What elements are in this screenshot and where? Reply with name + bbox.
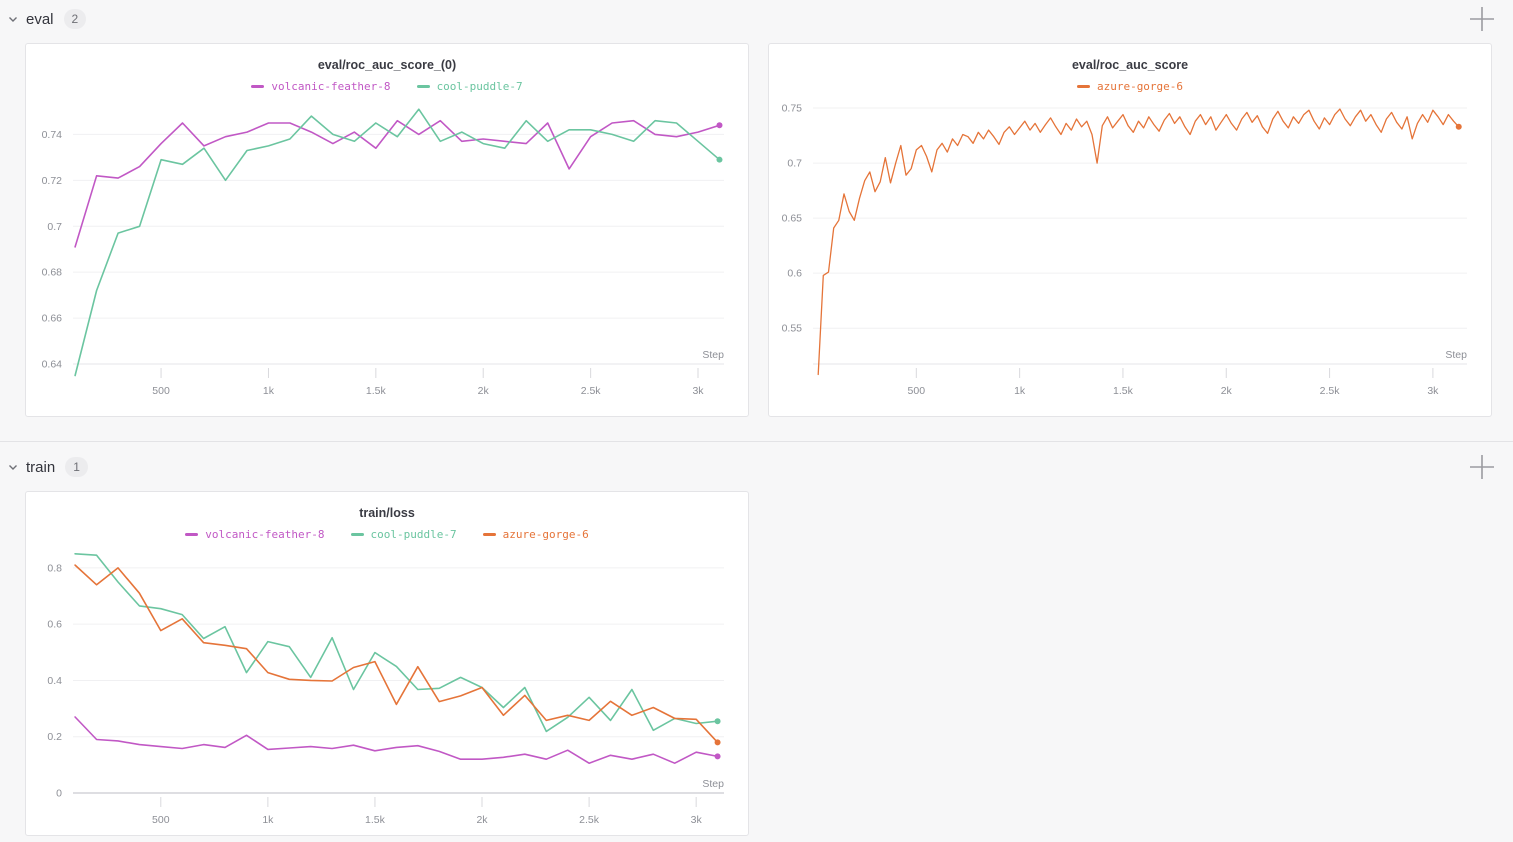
svg-text:0.7: 0.7 (787, 158, 802, 170)
legend-swatch (416, 85, 430, 88)
section-train-header: train 1 (0, 453, 1513, 481)
add-panel-icon[interactable] (1468, 5, 1496, 33)
svg-text:0.65: 0.65 (782, 213, 803, 225)
svg-text:0.75: 0.75 (782, 103, 803, 115)
legend-swatch (482, 533, 496, 536)
chart-title: eval/roc_auc_score_(0) (317, 58, 457, 72)
legend-swatch (1076, 85, 1090, 88)
legend-item[interactable]: volcanic-feather-8 (251, 80, 391, 93)
svg-text:2k: 2k (478, 385, 490, 397)
svg-text:0.7: 0.7 (47, 221, 62, 233)
chart-legend: volcanic-feather-8 cool-puddle-7 (26, 80, 748, 93)
svg-text:0.66: 0.66 (42, 313, 63, 325)
add-panel-icon[interactable] (1468, 453, 1496, 481)
svg-text:0: 0 (56, 788, 62, 800)
svg-text:0.8: 0.8 (47, 562, 62, 574)
legend-item[interactable]: azure-gorge-6 (1076, 80, 1184, 93)
legend-run-name: volcanic-feather-8 (205, 528, 325, 541)
train-panels-row: train/loss volcanic-feather-8 cool-puddle… (25, 491, 1513, 836)
svg-text:2.5k: 2.5k (581, 385, 602, 397)
chart-panel-train-loss[interactable]: train/loss volcanic-feather-8 cool-puddle… (25, 491, 749, 836)
chart-panel-roc-auc-score-0[interactable]: eval/roc_auc_score_(0) volcanic-feather-… (25, 43, 749, 417)
svg-text:500: 500 (152, 385, 170, 397)
chevron-down-icon[interactable] (6, 12, 20, 26)
legend-item[interactable]: volcanic-feather-8 (185, 528, 325, 541)
legend-run-name: azure-gorge-6 (1096, 80, 1184, 93)
panel-count-badge: 2 (63, 9, 87, 29)
legend-swatch (350, 533, 364, 536)
legend-run-name: azure-gorge-6 (502, 528, 589, 541)
svg-text:2.5k: 2.5k (1320, 385, 1341, 397)
svg-text:0.4: 0.4 (47, 675, 62, 687)
section-train: train 1 train/loss volcanic-feather-8 coo… (0, 442, 1513, 842)
svg-text:0.6: 0.6 (787, 268, 802, 280)
svg-text:0.2: 0.2 (47, 731, 62, 743)
legend-swatch (251, 85, 265, 88)
svg-text:1.5k: 1.5k (1113, 385, 1134, 397)
svg-text:3k: 3k (692, 385, 704, 397)
svg-text:2k: 2k (1221, 385, 1233, 397)
legend-item[interactable]: cool-puddle-7 (416, 80, 523, 93)
svg-text:0.6: 0.6 (47, 619, 62, 631)
svg-text:1k: 1k (262, 814, 274, 826)
legend-swatch (185, 533, 199, 536)
line-chart[interactable]: 0.55 0.6 0.65 0.7 0.75 500 1k 1.5k 2k 2.5k 3k Step (769, 100, 1491, 416)
svg-text:0.64: 0.64 (42, 359, 63, 371)
section-title-train[interactable]: train (26, 458, 56, 476)
svg-text:1.5k: 1.5k (365, 814, 386, 826)
eval-panels-row: eval/roc_auc_score_(0) volcanic-feather-… (25, 43, 1513, 417)
chart-legend: volcanic-feather-8 cool-puddle-7 azure-gor… (26, 528, 748, 541)
section-eval: eval 2 eval/roc_auc_score_(0) volcanic-f… (0, 5, 1513, 442)
svg-text:Step: Step (702, 349, 724, 361)
chart-legend: azure-gorge-6 (769, 80, 1491, 93)
svg-text:Step: Step (702, 778, 724, 790)
panel-count-badge: 1 (65, 457, 88, 477)
svg-text:1.5k: 1.5k (366, 385, 387, 397)
svg-text:1k: 1k (263, 385, 275, 397)
svg-text:500: 500 (152, 814, 170, 826)
line-chart[interactable]: 0 0.2 0.4 0.6 0.8 500 1k 1.5k 2k 2.5k 3k Step (26, 548, 748, 835)
svg-text:1k: 1k (1014, 385, 1026, 397)
svg-text:2.5k: 2.5k (579, 814, 600, 826)
legend-item[interactable]: cool-puddle-7 (350, 528, 457, 541)
svg-text:Step: Step (1445, 349, 1467, 361)
chart-title: train/loss (359, 506, 415, 520)
chevron-down-icon[interactable] (6, 460, 20, 474)
svg-text:3k: 3k (691, 814, 703, 826)
chart-title: eval/roc_auc_score (1071, 58, 1189, 72)
svg-text:0.74: 0.74 (42, 129, 63, 141)
svg-text:3k: 3k (1427, 385, 1439, 397)
svg-text:0.55: 0.55 (782, 323, 803, 335)
chart-panel-roc-auc-score[interactable]: eval/roc_auc_score azure-gorge-6 0.55 0.6… (768, 43, 1492, 417)
svg-text:500: 500 (908, 385, 926, 397)
legend-run-name: volcanic-feather-8 (271, 80, 391, 93)
svg-text:2k: 2k (476, 814, 488, 826)
line-chart[interactable]: 0.64 0.66 0.68 0.7 0.72 0.74 500 1k 1.5k 2k 2.5k 3k… (26, 100, 748, 416)
legend-item[interactable]: azure-gorge-6 (482, 528, 589, 541)
svg-text:0.68: 0.68 (42, 267, 63, 279)
legend-run-name: cool-puddle-7 (436, 80, 523, 93)
section-title-eval[interactable]: eval (26, 10, 54, 28)
legend-run-name: cool-puddle-7 (370, 528, 457, 541)
svg-text:0.72: 0.72 (42, 175, 63, 187)
section-eval-header: eval 2 (0, 5, 1513, 33)
